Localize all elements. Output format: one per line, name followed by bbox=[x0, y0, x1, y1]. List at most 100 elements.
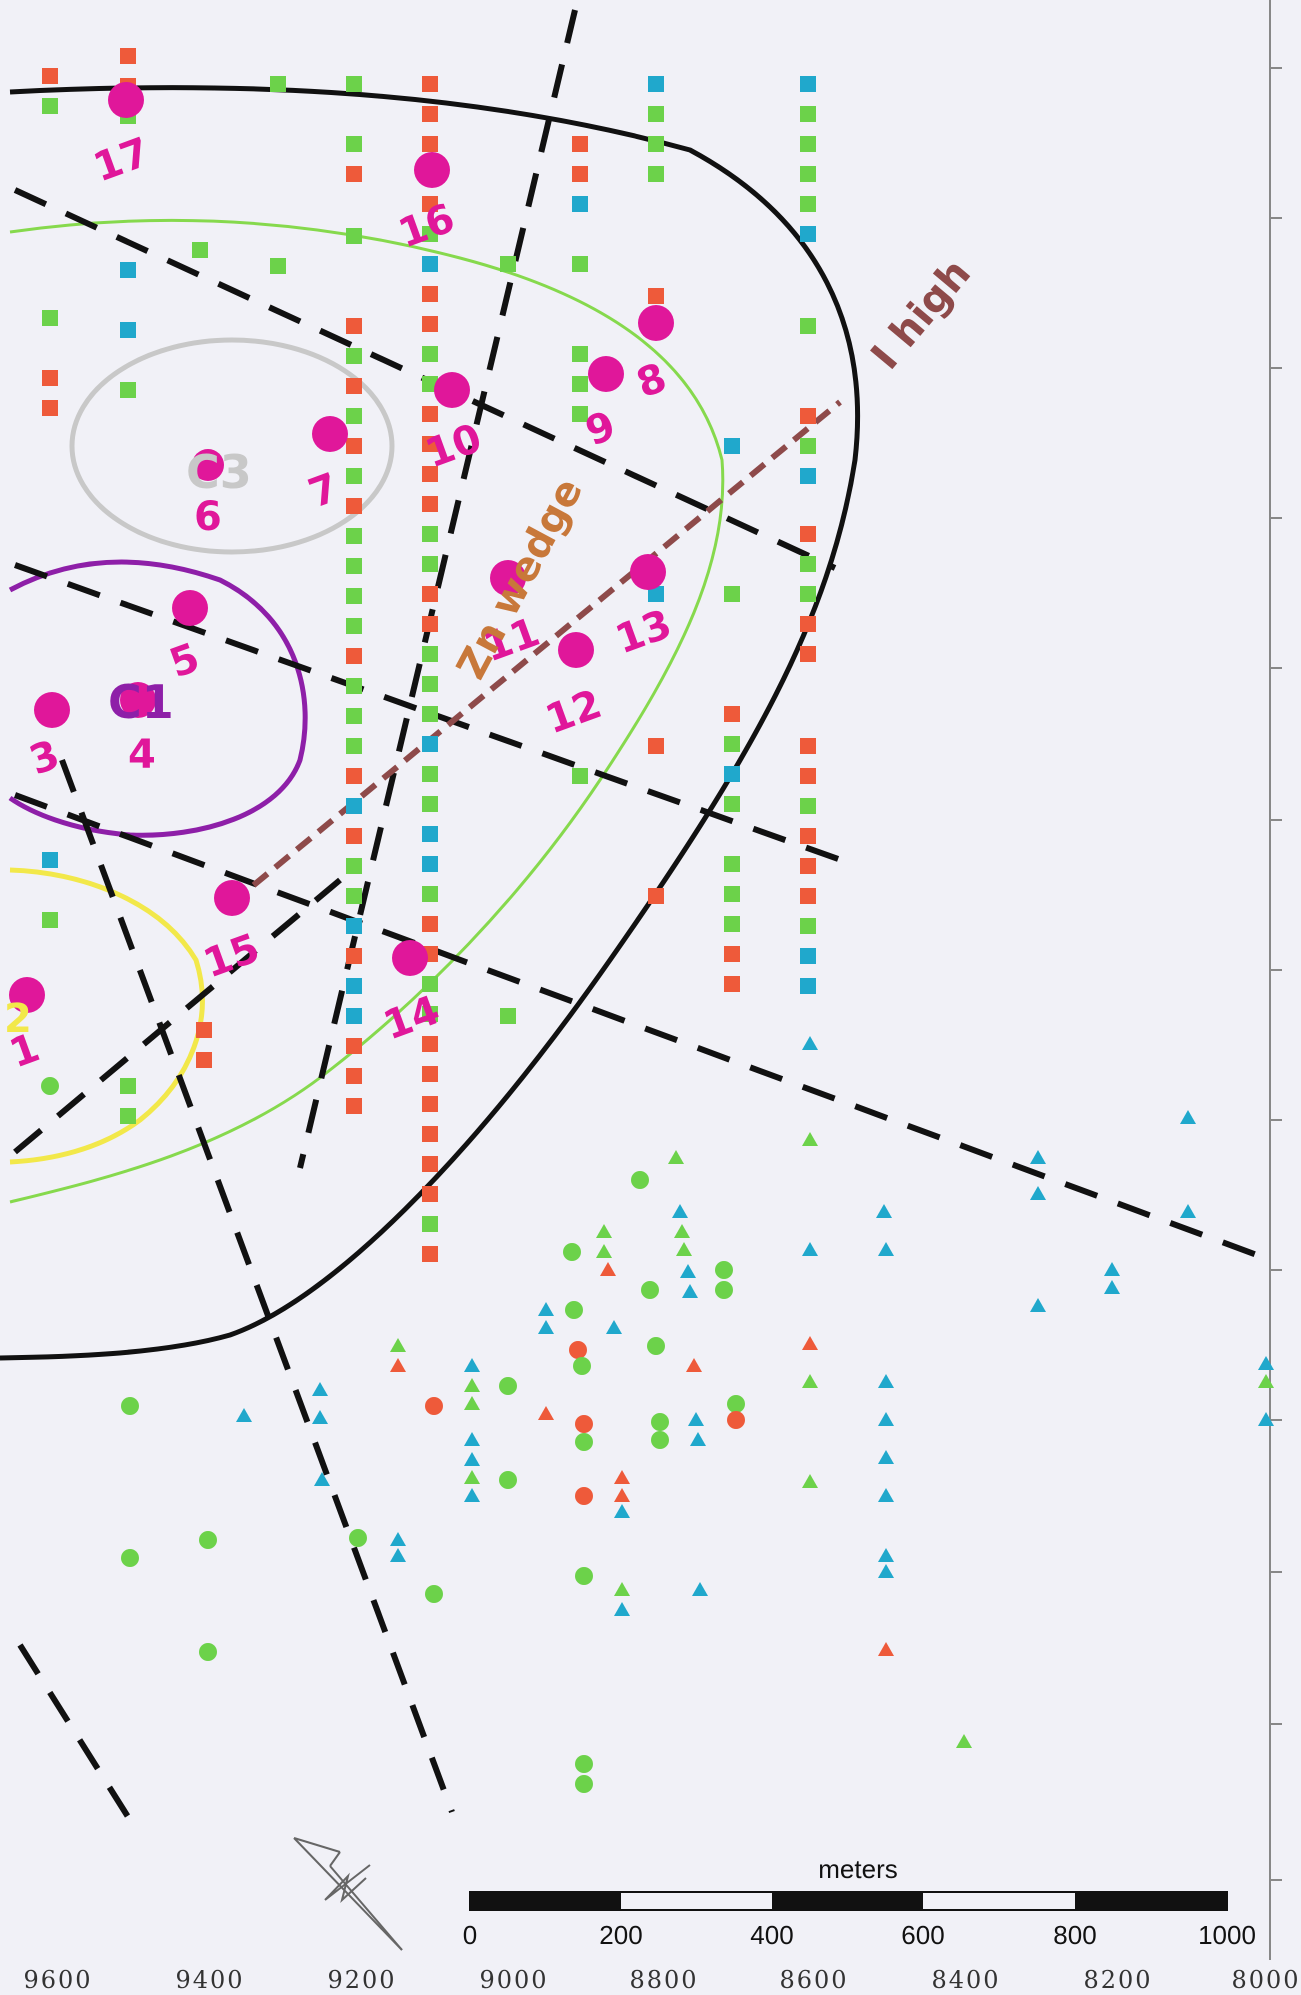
scale-label-0: 0 bbox=[463, 1920, 477, 1950]
sample-square bbox=[42, 370, 58, 386]
sample-square bbox=[724, 736, 740, 752]
sample-triangle bbox=[690, 1432, 706, 1446]
sample-square bbox=[120, 322, 136, 338]
target-label-4: 4 bbox=[128, 732, 156, 778]
sample-square bbox=[346, 828, 362, 844]
sample-circle bbox=[425, 1397, 443, 1415]
right-frame-axis bbox=[1269, 0, 1282, 1960]
sample-square bbox=[800, 166, 816, 182]
sample-triangle bbox=[878, 1548, 894, 1562]
sample-triangle bbox=[802, 1132, 818, 1146]
sample-triangle bbox=[596, 1244, 612, 1258]
scale-bar-title: meters bbox=[818, 1854, 897, 1884]
sample-triangle bbox=[1030, 1186, 1046, 1200]
sample-square bbox=[572, 346, 588, 362]
scale-label-200: 200 bbox=[599, 1920, 642, 1950]
sample-square bbox=[800, 438, 816, 454]
sample-square bbox=[648, 288, 664, 304]
zone-label-c3: C3 bbox=[186, 445, 252, 499]
sample-square bbox=[422, 886, 438, 902]
sample-square bbox=[42, 68, 58, 84]
sample-square bbox=[572, 196, 588, 212]
sample-square bbox=[648, 888, 664, 904]
sample-square bbox=[422, 676, 438, 692]
sample-square bbox=[346, 166, 362, 182]
sample-square bbox=[800, 858, 816, 874]
sample-square bbox=[346, 588, 362, 604]
sample-triangle bbox=[802, 1336, 818, 1350]
sample-triangle bbox=[668, 1150, 684, 1164]
sample-square bbox=[346, 498, 362, 514]
sample-square bbox=[192, 242, 208, 258]
sample-square bbox=[346, 978, 362, 994]
sample-square bbox=[422, 556, 438, 572]
sample-circle bbox=[199, 1531, 217, 1549]
sample-square bbox=[42, 98, 58, 114]
sample-triangle bbox=[878, 1412, 894, 1426]
sample-circle bbox=[499, 1471, 517, 1489]
sample-square bbox=[422, 796, 438, 812]
x-tick-8800: 8800 bbox=[629, 1966, 698, 1994]
x-tick-9200: 9200 bbox=[327, 1966, 396, 1994]
sample-triangle bbox=[1180, 1110, 1196, 1124]
sample-square bbox=[422, 346, 438, 362]
sample-square bbox=[724, 946, 740, 962]
x-tick-9000: 9000 bbox=[479, 1966, 548, 1994]
sample-square bbox=[422, 286, 438, 302]
sample-square bbox=[422, 436, 438, 452]
zone-c3-outline bbox=[69, 337, 395, 555]
sample-square bbox=[346, 76, 362, 92]
sample-triangle bbox=[314, 1472, 330, 1486]
sample-square bbox=[800, 136, 816, 152]
sample-square bbox=[800, 318, 816, 334]
sample-circle bbox=[569, 1341, 587, 1359]
sample-square bbox=[724, 856, 740, 872]
sample-square bbox=[346, 1068, 362, 1084]
sample-square bbox=[422, 76, 438, 92]
sample-triangle bbox=[1258, 1374, 1274, 1388]
x-tick-8200: 8200 bbox=[1083, 1966, 1152, 1994]
sample-triangle bbox=[676, 1242, 692, 1256]
sample-square bbox=[422, 646, 438, 662]
sample-triangle bbox=[1104, 1280, 1120, 1294]
sample-square bbox=[422, 466, 438, 482]
sample-square bbox=[800, 828, 816, 844]
sample-square bbox=[648, 586, 664, 602]
sample-square bbox=[422, 406, 438, 422]
sample-square bbox=[422, 1006, 438, 1022]
sample-square bbox=[346, 798, 362, 814]
zone-c1-outline bbox=[8, 559, 308, 838]
sample-square bbox=[422, 1066, 438, 1082]
sample-square bbox=[196, 1052, 212, 1068]
sample-triangle bbox=[802, 1474, 818, 1488]
sample-triangle bbox=[464, 1452, 480, 1466]
sample-square bbox=[346, 1098, 362, 1114]
sample-triangle bbox=[614, 1602, 630, 1616]
sample-square bbox=[346, 228, 362, 244]
sample-square bbox=[648, 738, 664, 754]
sample-square bbox=[572, 768, 588, 784]
sample-triangle bbox=[614, 1488, 630, 1502]
sample-square bbox=[800, 918, 816, 934]
sample-square bbox=[572, 406, 588, 422]
sample-circle bbox=[573, 1357, 591, 1375]
sample-triangle bbox=[464, 1396, 480, 1410]
sample-triangle bbox=[464, 1358, 480, 1372]
sample-square bbox=[422, 1126, 438, 1142]
sample-square bbox=[800, 768, 816, 784]
sample-square bbox=[42, 852, 58, 868]
sample-square bbox=[42, 912, 58, 928]
sample-square bbox=[800, 76, 816, 92]
sample-triangle bbox=[1258, 1412, 1274, 1426]
x-axis-labels: 9600 9400 9200 9000 8800 8600 8400 8200 … bbox=[23, 1966, 1300, 1994]
sample-triangle bbox=[682, 1284, 698, 1298]
sample-square bbox=[422, 766, 438, 782]
target-markers bbox=[9, 82, 674, 1013]
sample-square bbox=[422, 106, 438, 122]
sample-square bbox=[346, 1038, 362, 1054]
sample-square bbox=[346, 678, 362, 694]
sample-triangle bbox=[538, 1406, 554, 1420]
x-tick-8000: 8000 bbox=[1231, 1966, 1300, 1994]
sample-square bbox=[422, 196, 438, 212]
sample-square bbox=[346, 1008, 362, 1024]
